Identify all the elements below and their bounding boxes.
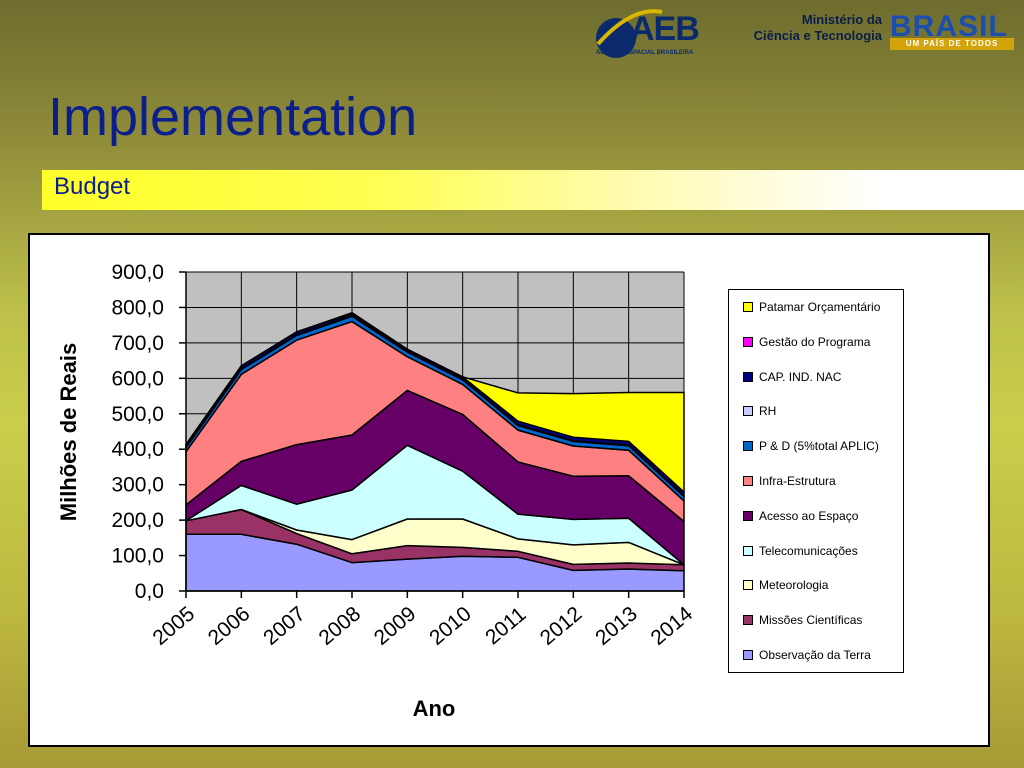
legend-swatch [743,650,753,660]
x-tick-label: 2007 [259,602,310,650]
aeb-logo-text: AEB [630,10,700,48]
brasil-tagline: UM PAÍS DE TODOS [890,38,1014,50]
x-tick-label: 2005 [149,602,200,650]
x-tick-labels: 2005 2006 2007 2008 2009 2010 2011 2012 2013 2014 [149,602,698,650]
legend-swatch [743,476,753,486]
legend-swatch [743,406,753,417]
aeb-logo-subtitle: AGÊNCIA ESPACIAL BRASILEIRA [596,50,694,56]
x-tick-label: 2010 [425,602,476,650]
area-series-patamar-or-ament-rio [185,312,685,493]
y-tick-label: 500,0 [111,403,164,426]
x-tick-label: 2008 [315,602,366,650]
legend-label: CAP. IND. NAC [759,369,842,384]
y-tick-label: 800,0 [111,296,164,319]
x-tick-label: 2013 [591,602,642,650]
page-title: Implementation [48,87,418,147]
legend-swatch [743,545,753,556]
legend-label: Observação da Terra [759,648,871,662]
chart-legend: Patamar Orçamentário Gestão do Programa CA… [728,289,904,673]
legend-label: Meteorologia [759,578,829,593]
legend-label: Patamar Orçamentário [759,300,881,314]
area-series [185,312,685,592]
legend-swatch [743,615,753,626]
legend-swatch [743,371,753,382]
y-axis-label: Milhões de Reais [56,343,81,522]
y-tick-label: 300,0 [111,474,164,497]
y-tick-label: 600,0 [111,367,164,390]
aeb-logo-globe-icon [596,18,636,58]
x-tick-label: 2011 [481,603,530,650]
y-tick-label: 400,0 [111,438,164,461]
aeb-logo-orbit-icon [596,9,663,46]
subtitle-bar: Budget [42,170,1024,210]
legend-label: Acesso ao Espaço [759,508,859,523]
legend-swatch [743,441,753,452]
page-subtitle: Budget [54,173,131,200]
aeb-logo [596,9,663,58]
y-tick-labels: 0,0 100,0 200,0 300,0 400,0 500,0 600,0 700,0 80… [111,261,164,603]
legend-label: Infra-Estrutura [759,474,836,488]
y-tick-label: 200,0 [111,509,164,532]
ministry-line-2: Ciência e Tecnologia [753,28,882,43]
legend-swatch [743,580,753,591]
y-tick-label: 100,0 [111,545,164,568]
brasil-logo: BRASIL [890,10,1008,43]
x-tick-label: 2012 [536,602,587,650]
legend-swatch [743,510,753,521]
y-tick-label: 700,0 [111,332,164,355]
y-tick-label: 0,0 [135,580,164,603]
legend-label: Gestão do Programa [759,334,871,349]
y-tick-label: 900,0 [111,261,164,284]
x-tick-label: 2006 [204,602,255,650]
brasil-logo-text: BRASIL [890,10,1008,43]
x-tick-label: 2009 [370,602,421,650]
legend-label: P & D (5%total APLIC) [759,439,879,454]
legend-swatch [743,336,753,347]
legend-label: Telecomunicações [759,543,858,558]
x-axis-label: Ano [413,696,456,721]
ministry-line-1: Ministério da [801,12,882,27]
axes [179,271,685,598]
ministry-label: Ministério da Ciência e Tecnologia [712,12,882,44]
legend-label: RH [759,404,777,419]
slide-header: AEB AGÊNCIA ESPACIAL BRASILEIRA Ministér… [0,0,1024,70]
legend-swatch [743,302,753,312]
legend-label: Missões Científicas [759,613,863,628]
x-tick-label: 2014 [647,602,698,650]
